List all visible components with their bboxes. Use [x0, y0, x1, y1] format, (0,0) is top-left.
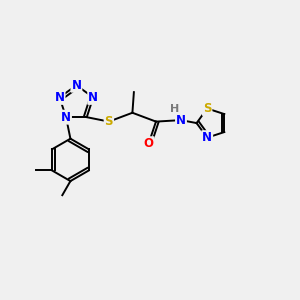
Text: N: N — [88, 91, 98, 104]
Text: O: O — [144, 137, 154, 150]
Text: N: N — [176, 114, 186, 127]
Text: S: S — [203, 102, 212, 115]
Text: N: N — [71, 79, 81, 92]
Text: N: N — [202, 131, 212, 144]
Text: H: H — [170, 104, 179, 114]
Text: N: N — [61, 111, 71, 124]
Text: S: S — [105, 115, 113, 128]
Text: N: N — [55, 91, 64, 104]
